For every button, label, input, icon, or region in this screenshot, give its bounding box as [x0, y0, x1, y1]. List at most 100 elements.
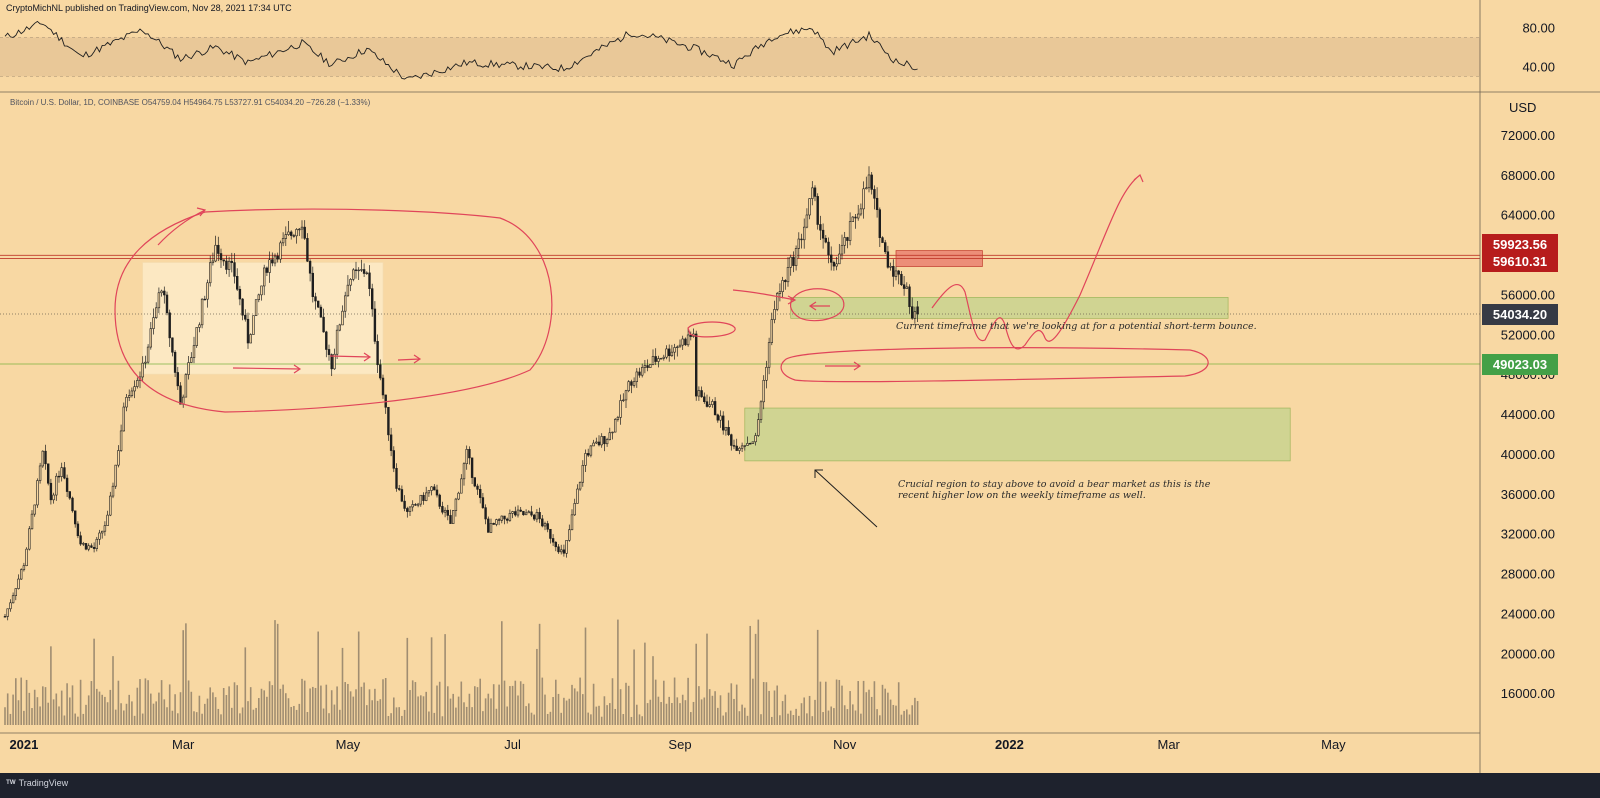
volume-bar [668, 696, 670, 725]
volume-bar [735, 684, 738, 725]
volume-bar [841, 685, 843, 725]
candle-body [406, 508, 409, 512]
candle-body [41, 450, 45, 467]
candle-body [624, 390, 628, 401]
candle-body [257, 294, 260, 300]
volume-bar [20, 677, 22, 725]
candle-body [875, 197, 879, 210]
volume-bar [522, 683, 525, 725]
candle-body [568, 529, 571, 541]
volume-bar [606, 705, 608, 725]
volume-bar [328, 713, 330, 725]
volume-bar [687, 677, 689, 725]
candle-body [435, 489, 439, 496]
price-tick-label: 36000.00 [1501, 487, 1555, 502]
volume-bar [12, 694, 14, 725]
volume-bar [903, 710, 905, 725]
candle-body [79, 535, 82, 545]
price-label-dark: 54034.20 [1482, 304, 1558, 325]
volume-bar [690, 712, 692, 725]
price-tick-label: 28000.00 [1501, 567, 1555, 582]
candle-body [578, 481, 582, 490]
volume-bar [563, 697, 565, 725]
range-top-arrow-drawing [157, 207, 207, 246]
volume-bar [152, 703, 155, 725]
volume-bar [193, 711, 195, 725]
volume-bar [895, 705, 897, 725]
candle-body [9, 602, 12, 610]
candle-body [454, 498, 458, 511]
candle-body [805, 214, 809, 228]
volume-bar [663, 680, 665, 725]
volume-bar [114, 709, 117, 725]
volume-bar [55, 693, 58, 725]
candle-body [25, 548, 28, 567]
time-tick-label: Nov [833, 737, 857, 752]
volume-bar [598, 705, 600, 725]
candle-body [886, 251, 890, 268]
crucial-arrow-drawing [814, 469, 878, 528]
volume-bar [584, 627, 587, 725]
volume-bar [727, 692, 730, 725]
candle-body [184, 374, 188, 398]
candle-body [98, 532, 101, 540]
candle-body [649, 364, 652, 368]
candle-body [686, 334, 690, 346]
volume-bar [908, 714, 911, 725]
candle-body [802, 226, 806, 241]
candle-body [3, 616, 7, 618]
candle-body [843, 237, 846, 246]
candle-body [584, 453, 587, 466]
candle-body [489, 522, 493, 533]
volume-bar [792, 714, 795, 725]
volume-bar [528, 703, 530, 725]
volume-bar [368, 689, 371, 725]
candle-body [392, 450, 395, 469]
volume-bar [287, 698, 290, 725]
tradingview-brand[interactable]: ᵀᵂ TradingView [6, 778, 68, 788]
candle-body [792, 256, 795, 266]
breakout-circle-drawing [789, 288, 845, 322]
candle-body [511, 511, 514, 514]
price-tick-label: 64000.00 [1501, 208, 1555, 223]
retest-arrow-drawing [825, 361, 862, 371]
volume-bar [846, 709, 849, 725]
volume-bar [85, 704, 87, 725]
volume-bar [420, 695, 422, 725]
candle-body [206, 282, 209, 300]
volume-bar [916, 701, 919, 725]
volume-bar [733, 698, 735, 725]
volume-bar [906, 709, 908, 725]
volume-bar [50, 646, 52, 725]
volume-bar [244, 647, 247, 725]
volume-bar [582, 694, 584, 725]
candle-body [532, 514, 536, 520]
price-label-red: 59610.31 [1482, 251, 1558, 273]
candle-body [654, 356, 657, 362]
candle-body [743, 445, 747, 447]
volume-bar [60, 690, 63, 725]
volume-bar [703, 697, 706, 725]
volume-bar [665, 703, 668, 725]
volume-bar [425, 691, 427, 725]
candle-body [465, 449, 468, 465]
volume-bar [835, 679, 838, 725]
candle-body [246, 318, 250, 344]
volume-bar [414, 682, 417, 725]
candle-body [856, 213, 860, 219]
candle-body [878, 209, 882, 238]
candle-body [114, 464, 117, 487]
candle-body [422, 494, 425, 501]
volume-bar [241, 707, 244, 725]
candle-body [298, 228, 301, 231]
volume-bar [258, 698, 260, 725]
time-tick-label: May [336, 737, 361, 752]
volume-bar [47, 702, 49, 725]
candle-body [279, 242, 282, 260]
volume-bar [887, 692, 889, 725]
candle-body [627, 381, 630, 392]
candle-body [667, 348, 671, 357]
candle-body [813, 187, 817, 197]
volume-bar [868, 689, 870, 725]
